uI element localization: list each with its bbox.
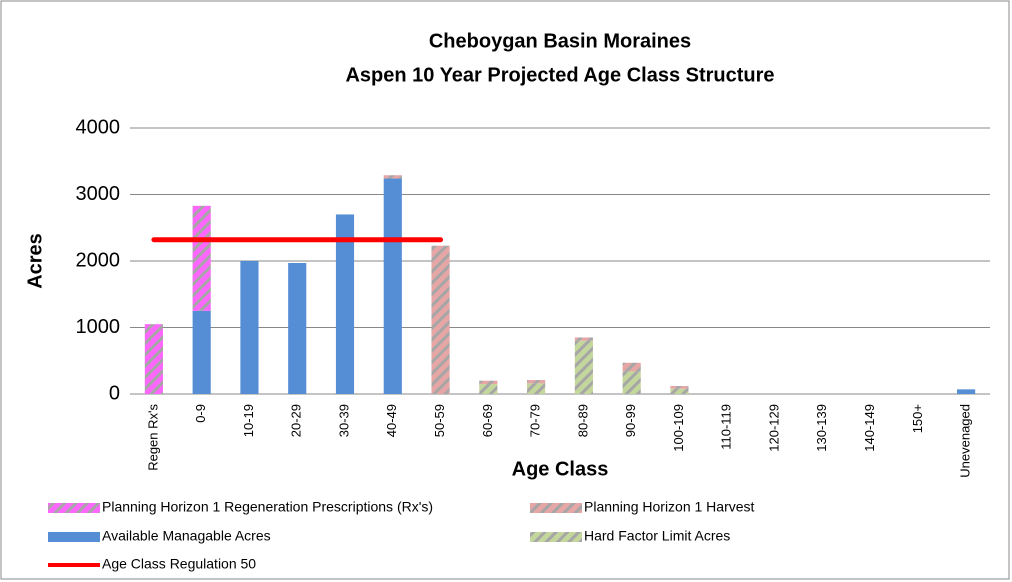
bar-segment [527, 380, 546, 384]
x-tick-label: 60-69 [480, 404, 495, 437]
x-tick-label: Unevenaged [958, 404, 973, 478]
x-tick-label: 50-59 [432, 404, 447, 437]
x-tick-label: 40-49 [384, 404, 399, 437]
bar-segment [192, 310, 211, 394]
bar-segment [622, 371, 641, 394]
y-tick-label: 3000 [76, 183, 121, 205]
bar-segment [383, 178, 402, 394]
x-tick-label: 80-89 [575, 404, 590, 437]
bar-segment [670, 386, 689, 389]
x-tick-label: 150+ [910, 404, 925, 433]
bar-segment [192, 205, 211, 311]
x-tick-label: 10-19 [241, 404, 256, 437]
x-tick-label: 110-119 [719, 404, 734, 450]
x-tick-label: 0-9 [193, 404, 208, 423]
bar-segment [479, 380, 498, 385]
x-tick-label: 120-129 [766, 404, 781, 452]
legend-label: Hard Factor Limit Acres [584, 528, 730, 544]
x-tick-label: 130-139 [814, 404, 829, 452]
legend-label: Age Class Regulation 50 [102, 556, 256, 572]
x-tick-label: Regen Rx's [145, 404, 160, 471]
legend-label: Planning Horizon 1 Regeneration Prescrip… [102, 499, 433, 515]
bar-segment [335, 214, 355, 394]
y-tick-label: 0 [109, 382, 120, 404]
legend-label: Planning Horizon 1 Harvest [584, 499, 755, 515]
bar-segment [622, 362, 641, 372]
x-tick-label: 70-79 [528, 404, 543, 437]
chart-subtitle: Aspen 10 Year Projected Age Class Struct… [345, 64, 774, 86]
bar-segment [670, 388, 689, 394]
bar-segment [144, 324, 163, 394]
y-tick-label: 1000 [76, 316, 121, 338]
bar-segment [527, 383, 546, 394]
bar-segment [574, 337, 593, 341]
legend-label: Available Managable Acres [102, 528, 271, 544]
bar-segment [288, 262, 307, 394]
x-axis-title: Age Class [512, 458, 609, 480]
x-tick-label: 20-29 [289, 404, 304, 437]
y-tick-label: 4000 [76, 116, 121, 138]
bar-segment [479, 384, 498, 394]
legend-swatch [48, 503, 100, 513]
chart-title: Cheboygan Basin Moraines [429, 30, 691, 52]
x-tick-label: 140-149 [862, 404, 877, 452]
x-tick-label: 100-109 [671, 404, 686, 452]
y-axis-title: Acres [24, 233, 46, 289]
bar-segment [957, 389, 976, 394]
x-tick-label: 90-99 [623, 404, 638, 437]
x-tick-label: 30-39 [336, 404, 351, 437]
legend-swatch [530, 503, 582, 513]
legend-swatch [530, 532, 582, 542]
bar-segment [383, 175, 402, 179]
legend-swatch [48, 532, 100, 542]
bar-segment [240, 261, 259, 394]
bar-segment [431, 245, 450, 394]
bar-segment [574, 340, 593, 394]
y-tick-label: 2000 [76, 249, 121, 271]
